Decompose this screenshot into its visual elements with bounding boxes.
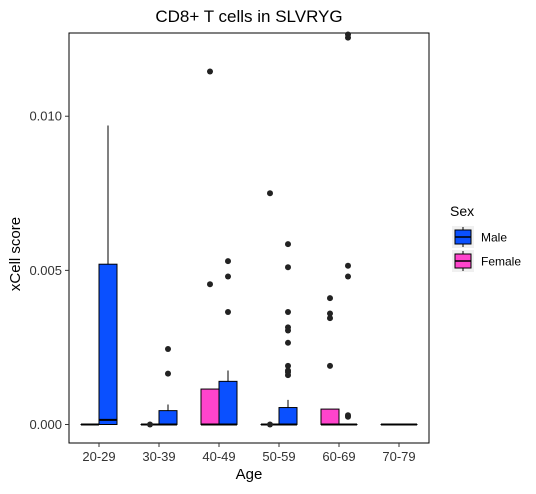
y-tick-label: 0.000 xyxy=(29,417,62,432)
x-tick-label: 40-49 xyxy=(202,449,235,464)
x-tick-label: 60-69 xyxy=(322,449,355,464)
outlier-point xyxy=(207,281,213,287)
outlier-point xyxy=(327,311,333,317)
outlier-point xyxy=(285,363,291,369)
box-female-40-49 xyxy=(201,389,219,424)
x-axis-label: Age xyxy=(236,466,263,483)
legend-title: Sex xyxy=(450,203,474,219)
box-male-50-59 xyxy=(279,408,297,425)
legend: Sex Male Female xyxy=(450,203,521,272)
legend-label-female: Female xyxy=(481,255,521,269)
box-female-60-69 xyxy=(321,409,339,424)
outlier-point xyxy=(345,263,351,269)
outlier-point xyxy=(267,190,273,196)
outlier-point xyxy=(165,346,171,352)
outlier-point xyxy=(285,324,291,330)
outlier-point xyxy=(327,295,333,301)
outlier-point xyxy=(165,371,171,377)
box-male-40-49 xyxy=(219,381,237,424)
outlier-point xyxy=(345,274,351,280)
outlier-point xyxy=(225,309,231,315)
x-tick-label: 30-39 xyxy=(142,449,175,464)
legend-label-male: Male xyxy=(481,231,507,245)
outlier-point xyxy=(285,264,291,270)
outlier-point xyxy=(147,422,153,428)
x-tick-label: 20-29 xyxy=(82,449,115,464)
outlier-point xyxy=(345,412,351,418)
y-tick-label: 0.005 xyxy=(29,263,62,278)
outlier-point xyxy=(207,69,213,75)
outlier-point xyxy=(327,363,333,369)
outlier-point xyxy=(267,422,273,428)
outlier-point xyxy=(285,241,291,247)
x-tick-label: 50-59 xyxy=(262,449,295,464)
chart-title: CD8+ T cells in SLVRYG xyxy=(155,7,342,26)
y-axis-label: xCell score xyxy=(7,217,24,291)
box-male-30-39 xyxy=(159,411,177,425)
outlier-point xyxy=(285,309,291,315)
x-tick-label: 70-79 xyxy=(382,449,415,464)
outlier-point xyxy=(225,258,231,264)
box-male-20-29 xyxy=(99,264,117,424)
outlier-point xyxy=(345,32,351,38)
outlier-point xyxy=(285,340,291,346)
plot-area: 0.000 0.005 0.010 20-29 30-39 40-49 50-59 60-69… xyxy=(29,32,429,464)
outlier-point xyxy=(225,274,231,280)
plot-border xyxy=(69,33,429,443)
y-tick-label: 0.010 xyxy=(29,109,62,124)
